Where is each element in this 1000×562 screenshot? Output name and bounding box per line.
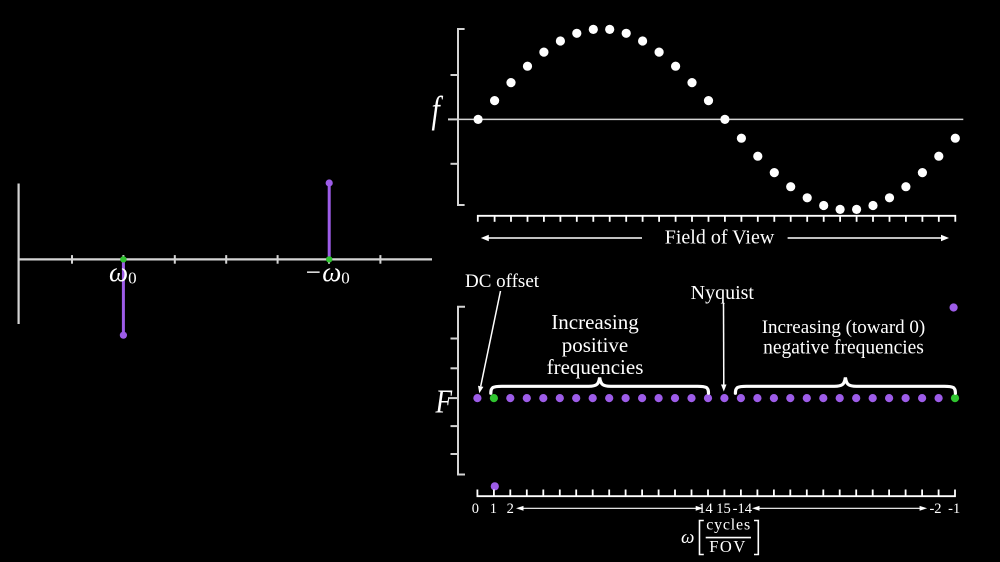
svg-text:15: 15	[716, 501, 731, 517]
svg-text:Nyquist: Nyquist	[691, 282, 755, 304]
svg-text:Increasing: Increasing	[551, 310, 639, 334]
svg-text:-2: -2	[929, 501, 941, 517]
svg-text:cycles: cycles	[706, 517, 751, 534]
svg-text:2: 2	[507, 501, 514, 517]
svg-text:-1: -1	[948, 501, 960, 517]
svg-text:14: 14	[698, 501, 713, 517]
svg-text:Increasing (toward 0): Increasing (toward 0)	[762, 317, 926, 338]
svg-text:1: 1	[490, 501, 497, 517]
svg-text:FOV: FOV	[709, 537, 747, 556]
svg-text:positive: positive	[562, 333, 629, 357]
svg-text:-14: -14	[733, 501, 753, 517]
svg-text:Field of View: Field of View	[665, 227, 775, 249]
svg-text:F: F	[435, 383, 454, 421]
svg-text:0: 0	[472, 501, 479, 517]
svg-text:ω: ω	[681, 527, 694, 548]
svg-text:DC offset: DC offset	[465, 271, 540, 292]
svg-text:frequencies: frequencies	[547, 355, 644, 379]
svg-text:negative frequencies: negative frequencies	[763, 338, 924, 359]
